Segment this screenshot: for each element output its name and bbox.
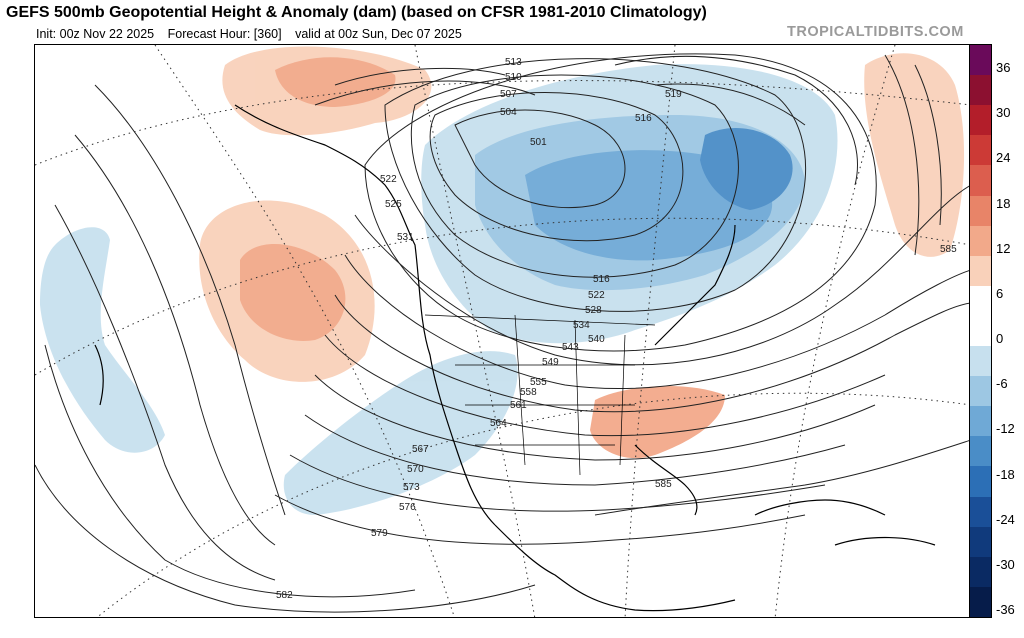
contour-label: 549 bbox=[542, 357, 559, 368]
colorbar-swatch bbox=[970, 315, 991, 347]
contour-label: 561 bbox=[510, 400, 527, 411]
colorbar-swatch bbox=[970, 346, 991, 377]
contour-label: 534 bbox=[573, 320, 590, 331]
contour-label: 582 bbox=[276, 590, 293, 601]
colorbar-swatch bbox=[970, 466, 991, 498]
colorbar-tick-label: -24 bbox=[996, 511, 1015, 527]
colorbar-swatch bbox=[970, 406, 991, 437]
colorbar-swatch bbox=[970, 195, 991, 227]
valid-time: valid at 00z Sun, Dec 07 2025 bbox=[295, 27, 462, 41]
colorbar-tick-label: 30 bbox=[996, 105, 1011, 121]
brand-watermark: TROPICALTIDBITS.COM bbox=[787, 24, 964, 40]
warm-anomaly-pacific-core bbox=[240, 243, 346, 341]
contour-label: 555 bbox=[530, 377, 547, 388]
contour-label: 573 bbox=[403, 482, 420, 493]
contour-label: 519 bbox=[665, 89, 682, 100]
contour-label: 516 bbox=[593, 274, 610, 285]
contour-label: 558 bbox=[520, 387, 537, 398]
contour-label: 525 bbox=[385, 199, 402, 210]
contour-label: 510 bbox=[505, 72, 522, 83]
colorbar-swatch bbox=[970, 376, 991, 407]
colorbar-tick-label: 24 bbox=[996, 150, 1011, 166]
init-time: Init: 00z Nov 22 2025 bbox=[36, 27, 155, 41]
colorbar-tick-label: -18 bbox=[996, 466, 1015, 482]
contour-labels: 513 510 507 504 501 519 516 522 525 531 … bbox=[276, 57, 957, 601]
colorbar-swatch bbox=[970, 526, 991, 558]
colorbar-swatch bbox=[970, 135, 991, 166]
state-borders bbox=[424, 314, 656, 476]
map-canvas: 513 510 507 504 501 519 516 522 525 531 … bbox=[35, 45, 969, 617]
colorbar-swatch bbox=[970, 165, 991, 196]
colorbar-tick-label: 0 bbox=[996, 331, 1004, 346]
colorbar-swatch bbox=[970, 225, 991, 257]
colorbar-swatch bbox=[970, 255, 991, 287]
map-title: GEFS 500mb Geopotential Height & Anomaly… bbox=[6, 4, 707, 21]
contour-label: 540 bbox=[588, 334, 605, 345]
map-subtitle: Init: 00z Nov 22 2025 Forecast Hour: [36… bbox=[36, 27, 472, 41]
contour-label: 507 bbox=[500, 89, 517, 100]
contour-label: 564 bbox=[490, 418, 507, 429]
contour-label: 513 bbox=[505, 57, 522, 68]
warm-anomaly-north-core bbox=[275, 57, 396, 107]
contour-label: 585 bbox=[940, 244, 957, 255]
colorbar-swatch bbox=[970, 105, 991, 136]
contour-label: 501 bbox=[530, 137, 547, 148]
colorbar-swatch bbox=[970, 586, 991, 617]
colorbar-tick-label: 18 bbox=[996, 195, 1011, 211]
colorbar-tick-label: 12 bbox=[996, 240, 1011, 256]
colorbar-tick-label: 6 bbox=[996, 285, 1004, 301]
map-panel: 513 510 507 504 501 519 516 522 525 531 … bbox=[34, 44, 970, 618]
graticule bbox=[35, 45, 969, 617]
cold-anomaly-alaska bbox=[40, 227, 165, 453]
cold-anomaly-labrador-core bbox=[700, 127, 793, 210]
contour-label: 504 bbox=[500, 107, 517, 118]
colorbar-tick-label: 36 bbox=[996, 60, 1011, 75]
colorbar-tick-label: -6 bbox=[996, 376, 1008, 392]
contour-label: 522 bbox=[380, 174, 397, 185]
colorbar-swatch bbox=[970, 556, 991, 588]
contour-label: 528 bbox=[585, 305, 602, 316]
contour-label: 567 bbox=[412, 444, 429, 455]
contour-label: 516 bbox=[635, 113, 652, 124]
contour-label: 531 bbox=[397, 232, 414, 243]
colorbar-swatch bbox=[970, 45, 991, 76]
contour-label: 576 bbox=[399, 502, 416, 513]
contour-label: 543 bbox=[562, 342, 579, 353]
coastlines bbox=[94, 104, 936, 612]
cold-anomaly-areas bbox=[40, 64, 838, 515]
colorbar-swatch bbox=[970, 75, 991, 106]
height-contours bbox=[35, 53, 969, 613]
colorbar-tick-label: -30 bbox=[996, 556, 1015, 572]
anomaly-colorbar bbox=[969, 44, 992, 618]
colorbar-tick-label: -36 bbox=[996, 602, 1015, 617]
colorbar-swatch bbox=[970, 496, 991, 528]
contour-label: 570 bbox=[407, 464, 424, 475]
cold-anomaly-west bbox=[283, 351, 518, 515]
colorbar-tick-label: -12 bbox=[996, 421, 1015, 437]
colorbar-swatch bbox=[970, 285, 991, 317]
contour-label: 585 bbox=[655, 479, 672, 490]
warm-anomaly-southeast bbox=[590, 385, 725, 459]
contour-label: 579 bbox=[371, 528, 388, 539]
warm-anomaly-atlantic bbox=[864, 53, 965, 257]
forecast-hour: Forecast Hour: [360] bbox=[167, 27, 282, 41]
contour-label: 522 bbox=[588, 290, 605, 301]
colorbar-swatch bbox=[970, 436, 991, 467]
warm-anomaly-areas bbox=[199, 46, 965, 459]
